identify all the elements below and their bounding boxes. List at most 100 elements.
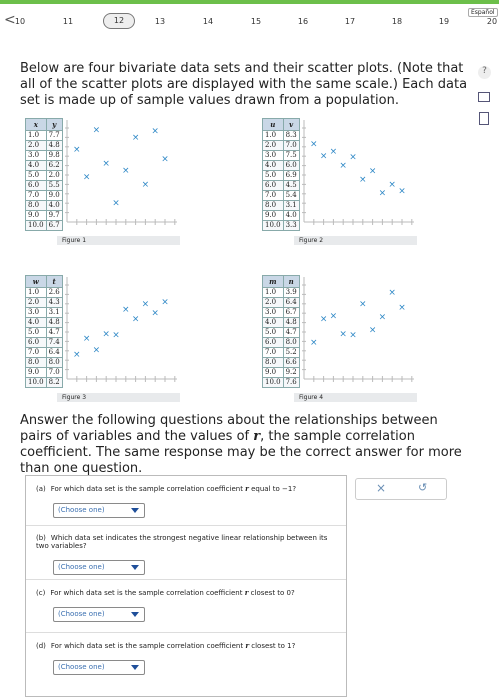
table-row: 1.0 8.3 <box>262 130 300 141</box>
table-row: 9.0 9.7 <box>25 210 63 221</box>
table-cell: 6.0 <box>25 337 47 348</box>
help-icon[interactable]: ? <box>478 66 491 79</box>
table-row: 8.0 3.1 <box>262 200 300 211</box>
column-header: v <box>282 118 300 131</box>
table-row: 2.0 6.4 <box>262 297 300 308</box>
table-cell: 4.3 <box>45 297 63 308</box>
undo-button[interactable]: ↺ <box>418 481 428 494</box>
question-label: (a) <box>36 485 46 493</box>
table-row: 10.0 7.6 <box>262 377 300 388</box>
table-cell: 4.8 <box>45 317 63 328</box>
table-cell: 5.5 <box>45 180 63 191</box>
table-cell: 8.0 <box>262 357 284 368</box>
table-cell: 6.7 <box>45 220 63 231</box>
scatter-point: × <box>122 166 130 176</box>
table-cell: 6.0 <box>25 180 47 191</box>
scatter-point: × <box>161 297 169 307</box>
table-row: 4.0 6.0 <box>262 160 300 171</box>
table-row: 3.0 3.1 <box>25 307 63 318</box>
page-number[interactable]: 17 <box>344 17 356 26</box>
table-row: 10.0 6.7 <box>25 220 63 231</box>
dropdown[interactable]: (Choose one) <box>53 560 145 575</box>
scatter-point: × <box>132 133 140 143</box>
math-symbol: r <box>244 588 249 597</box>
table-cell: 3.1 <box>282 200 300 211</box>
scatter-point: × <box>73 145 81 155</box>
scatter-point: × <box>388 180 396 190</box>
table-row: 6.0 8.0 <box>262 337 300 348</box>
figure-label: Figure 4 <box>299 394 324 401</box>
column-header: t <box>45 275 63 288</box>
table-cell: 5.0 <box>25 327 47 338</box>
calculator-icon[interactable] <box>479 112 489 125</box>
clear-button[interactable]: × <box>376 481 387 495</box>
table-cell: 2.0 <box>262 297 284 308</box>
dropdown[interactable]: (Choose one) <box>53 660 145 675</box>
question-text: (c) For which data set is the sample corr… <box>36 588 336 597</box>
scatter-point: × <box>93 345 101 355</box>
scatter-point: × <box>310 139 318 149</box>
table-row: 8.0 6.6 <box>262 357 300 368</box>
table-row: 6.0 5.5 <box>25 180 63 191</box>
scatter-point: × <box>151 309 159 319</box>
table-cell: 2.6 <box>45 287 63 298</box>
table-row: 4.0 4.8 <box>262 317 300 328</box>
table-row: 5.0 2.0 <box>25 170 63 181</box>
scatter-point: × <box>388 288 396 298</box>
figure-label: Figure 3 <box>62 394 87 401</box>
language-button[interactable]: Español <box>468 8 498 17</box>
dropdown[interactable]: (Choose one) <box>53 607 145 622</box>
table-cell: 7.5 <box>282 150 300 161</box>
divider <box>26 525 346 526</box>
page-number[interactable]: 13 <box>154 17 166 26</box>
video-icon[interactable] <box>478 92 490 102</box>
table-row: 7.0 5.4 <box>262 190 300 201</box>
table-cell: 2.0 <box>25 297 47 308</box>
page-number[interactable]: 20 <box>486 17 498 26</box>
table-row: 6.0 4.5 <box>262 180 300 191</box>
table-cell: 7.4 <box>45 337 63 348</box>
question-text: (b) Which data set indicates the stronges… <box>36 534 336 550</box>
scatter-plot: ×××××××××× <box>302 277 414 382</box>
table-cell: 5.4 <box>282 190 300 201</box>
table-cell: 6.2 <box>45 160 63 171</box>
table-row: 2.0 4.8 <box>25 140 63 151</box>
text-part: For which data set is the sample correla… <box>50 642 246 650</box>
scatter-point: × <box>83 334 91 344</box>
table-cell: 5.0 <box>25 170 47 181</box>
data-table: w t 1.0 2.6 2.0 4.3 3.0 3.1 4.0 4.8 5.0 4.7 6.0 7.4 7.… <box>25 275 63 388</box>
divider <box>26 632 346 633</box>
table-cell: 4.0 <box>282 210 300 221</box>
column-header: w <box>25 275 47 288</box>
page-number[interactable]: 15 <box>250 17 262 26</box>
column-header: x <box>25 118 47 131</box>
text-part: , the sample correlation coefficient. Th… <box>20 429 462 476</box>
table-cell: 6.6 <box>282 357 300 368</box>
scatter-point: × <box>339 161 347 171</box>
table-row: 9.0 9.2 <box>262 367 300 378</box>
table-row: 9.0 4.0 <box>262 210 300 221</box>
page-number[interactable]: 16 <box>297 17 309 26</box>
prev-arrow[interactable]: < <box>4 12 16 28</box>
page-number[interactable]: 14 <box>202 17 214 26</box>
table-row: 2.0 7.0 <box>262 140 300 151</box>
table-cell: 2.0 <box>25 140 47 151</box>
page-number[interactable]: 18 <box>391 17 403 26</box>
table-cell: 3.0 <box>262 307 284 318</box>
data-table: u v 1.0 8.3 2.0 7.0 3.0 7.5 4.0 6.0 5.0 6.9 6.0 4.5 7.… <box>262 118 300 231</box>
scatter-point: × <box>330 147 338 157</box>
figure-label: Figure 1 <box>62 237 87 244</box>
scatter-point: × <box>398 186 406 196</box>
table-cell: 4.7 <box>282 327 300 338</box>
table-cell: 7.7 <box>45 130 63 141</box>
page-number[interactable]: 11 <box>62 17 74 26</box>
dropdown[interactable]: (Choose one) <box>53 503 145 518</box>
page-number[interactable]: 12 <box>103 13 135 29</box>
scatter-point: × <box>349 330 357 340</box>
scatter-plot: ×××××××××× <box>65 277 177 382</box>
page-number[interactable]: 19 <box>438 17 450 26</box>
page-number[interactable]: 10 <box>14 17 26 26</box>
divider <box>26 579 346 580</box>
